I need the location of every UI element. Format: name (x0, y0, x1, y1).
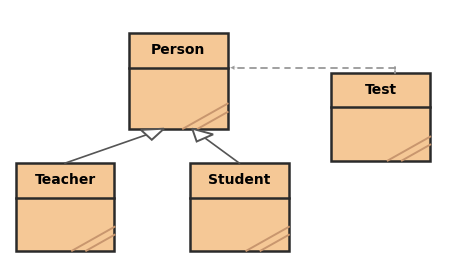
Bar (190, 163, 289, 251)
Bar (331, 73, 430, 161)
Text: Person: Person (151, 43, 205, 57)
Bar (128, 33, 228, 129)
Polygon shape (141, 129, 164, 140)
Text: Teacher: Teacher (35, 173, 96, 187)
Polygon shape (192, 129, 213, 142)
Text: Test: Test (365, 83, 397, 97)
Bar (16, 163, 115, 251)
Text: Student: Student (208, 173, 271, 187)
